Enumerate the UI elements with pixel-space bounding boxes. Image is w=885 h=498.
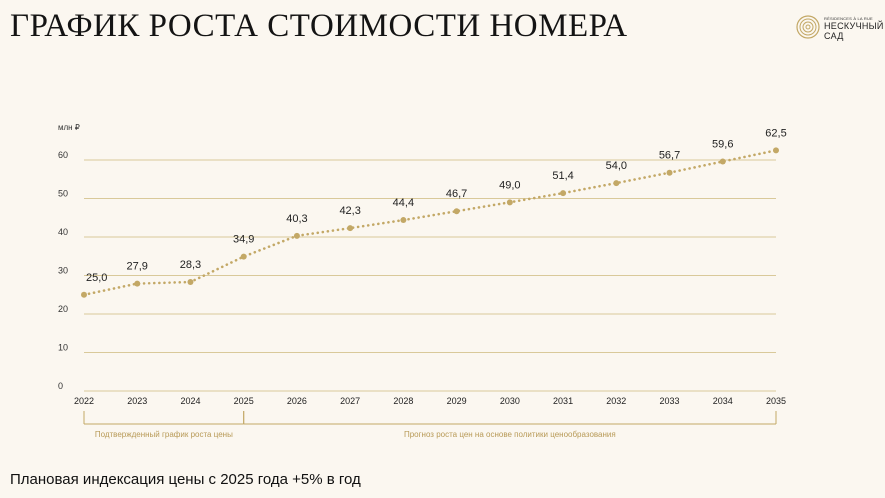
forecast-period-label: Прогноз роста цен на основе политики цен… — [404, 430, 616, 439]
x-tick-label: 2028 — [393, 396, 413, 406]
x-tick-label: 2035 — [766, 396, 786, 406]
data-point — [240, 253, 247, 260]
data-label: 62,5 — [765, 127, 786, 139]
data-point — [506, 199, 513, 206]
data-label: 56,7 — [659, 150, 680, 162]
data-label: 34,9 — [233, 234, 254, 246]
indexation-note: Плановая индексация цены с 2025 года +5%… — [10, 471, 361, 488]
x-tick-label: 2032 — [606, 396, 626, 406]
data-point — [347, 225, 354, 232]
x-tick-labels: 2022 2023 2024 2025 2026 2027 2028 2029 2030 2031… — [74, 396, 786, 406]
data-point — [400, 217, 407, 224]
x-tick-label: 2033 — [660, 396, 680, 406]
y-tick-label: 50 — [58, 189, 68, 199]
y-tick-label: 60 — [58, 150, 68, 160]
data-point — [719, 158, 726, 165]
data-points — [81, 147, 779, 298]
data-point — [293, 232, 300, 239]
data-label: 25,0 — [86, 272, 107, 284]
data-label: 51,4 — [552, 170, 573, 182]
data-label: 27,9 — [127, 261, 148, 273]
logo-name-line2: САД — [824, 31, 844, 41]
y-tick-label: 40 — [58, 227, 68, 237]
x-tick-label: 2023 — [127, 396, 147, 406]
x-tick-label: 2024 — [180, 396, 200, 406]
x-tick-label: 2027 — [340, 396, 360, 406]
data-point — [666, 169, 673, 176]
data-label: 59,6 — [712, 139, 733, 151]
y-tick-label: 30 — [58, 266, 68, 276]
y-tick-labels: 0 10 20 30 40 50 60 — [58, 150, 68, 391]
x-tick-label: 2031 — [553, 396, 573, 406]
confirmed-period-label: Подтвержденный график роста цены — [95, 430, 233, 439]
data-point — [81, 291, 87, 298]
data-point — [773, 147, 779, 154]
logo-small-text: RÉSIDENCES À LA RUE — [824, 16, 873, 21]
data-label: 40,3 — [286, 213, 307, 225]
x-tick-label: 2022 — [74, 396, 94, 406]
page-title: ГРАФИК РОСТА СТОИМОСТИ НОМЕРА — [10, 8, 628, 44]
x-tick-label: 2026 — [287, 396, 307, 406]
y-tick-label: 20 — [58, 304, 68, 314]
y-axis-label: млн ₽ — [58, 123, 80, 132]
y-tick-label: 0 — [58, 381, 63, 391]
data-label: 28,3 — [180, 259, 201, 271]
spiral-circle-icon — [796, 15, 820, 39]
y-tick-label: 10 — [58, 343, 68, 353]
data-label: 46,7 — [446, 188, 467, 200]
data-label: 44,4 — [393, 197, 414, 209]
period-brackets: Подтвержденный график роста цены Прогноз … — [83, 411, 777, 439]
data-label: 42,3 — [339, 205, 360, 217]
grid-lines — [84, 159, 776, 392]
data-point — [613, 180, 620, 187]
logo-name-line1: НЕСКУЧНЫЙ — [824, 21, 884, 31]
data-point — [187, 279, 194, 286]
data-label: 49,0 — [499, 179, 520, 191]
data-label: 54,0 — [606, 160, 627, 172]
data-point — [453, 208, 460, 215]
data-labels: 25,0 27,9 28,3 34,9 40,3 42,3 44,4 46,7 49,0 51,4… — [86, 127, 787, 283]
data-point — [134, 280, 141, 287]
x-tick-label: 2034 — [713, 396, 733, 406]
x-tick-label: 2029 — [447, 396, 467, 406]
brand-logo: RÉSIDENCES À LA RUE НЕСКУЧНЫЙ САД — [796, 15, 883, 45]
series-line — [82, 149, 778, 297]
x-tick-label: 2025 — [234, 396, 254, 406]
x-tick-label: 2030 — [500, 396, 520, 406]
data-point — [560, 190, 567, 197]
